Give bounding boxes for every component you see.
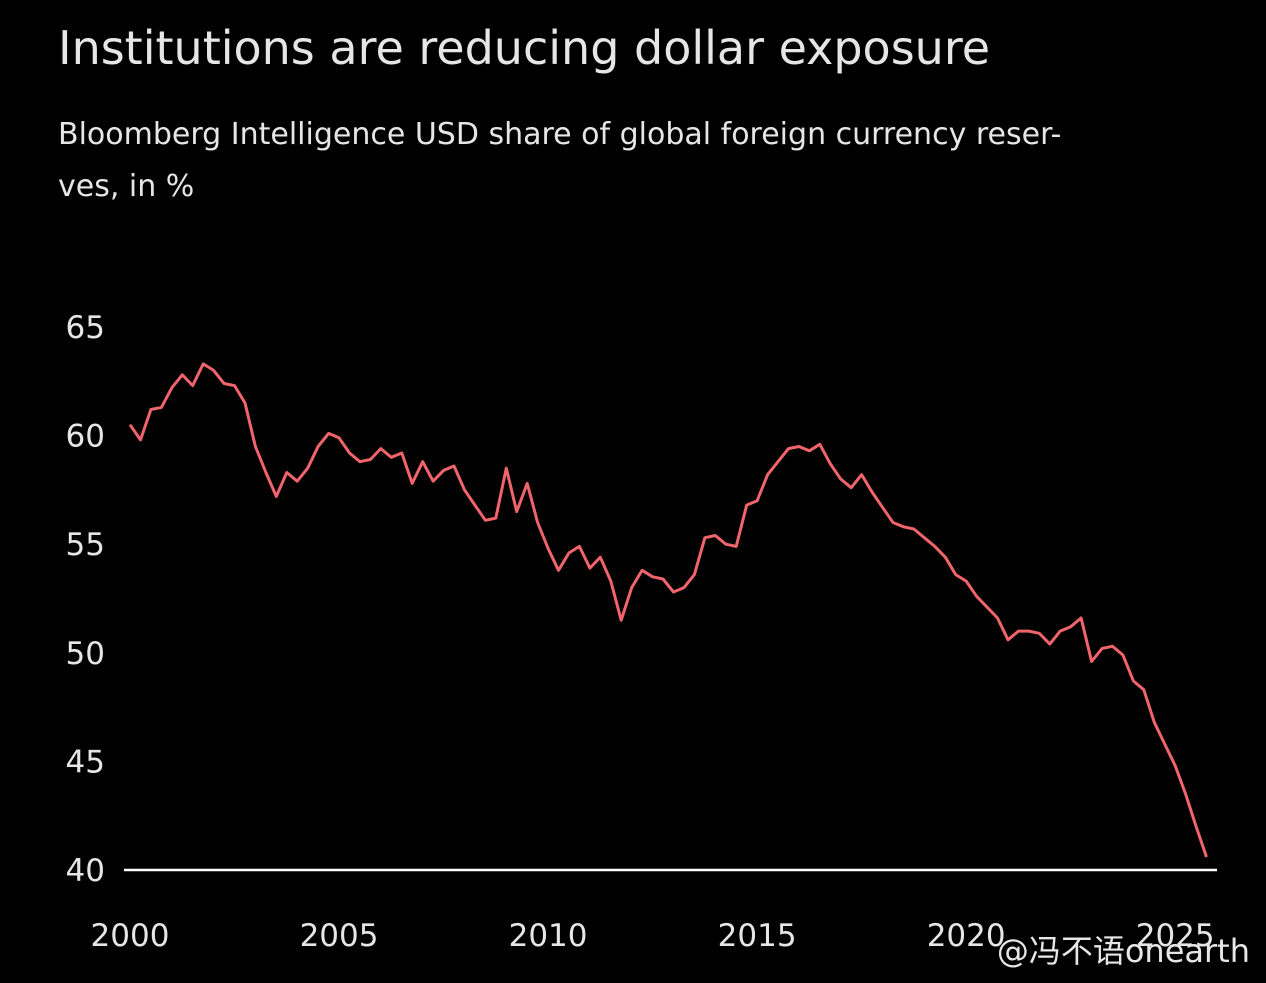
y-tick-label: 40 — [66, 853, 105, 889]
x-tick-label: 2005 — [300, 918, 379, 954]
x-tick-label: 2000 — [91, 918, 170, 954]
y-tick-label: 55 — [66, 527, 105, 563]
y-tick-label: 45 — [66, 744, 105, 780]
y-tick-label: 50 — [66, 636, 105, 672]
y-tick-label: 60 — [66, 419, 105, 455]
y-tick-label: 65 — [66, 310, 105, 346]
x-tick-label: 2020 — [927, 918, 1006, 954]
watermark: @冯不语onearth — [997, 932, 1250, 970]
x-tick-label: 2015 — [718, 918, 797, 954]
data-line — [128, 362, 1208, 858]
chart-title: Institutions are reducing dollar exposur… — [58, 21, 990, 75]
chart-subtitle: ves, in % — [58, 169, 194, 204]
x-tick-label: 2025 — [1136, 918, 1215, 954]
chart-subtitle: Bloomberg Intelligence USD share of glob… — [58, 117, 1061, 152]
x-tick-label: 2010 — [509, 918, 588, 954]
